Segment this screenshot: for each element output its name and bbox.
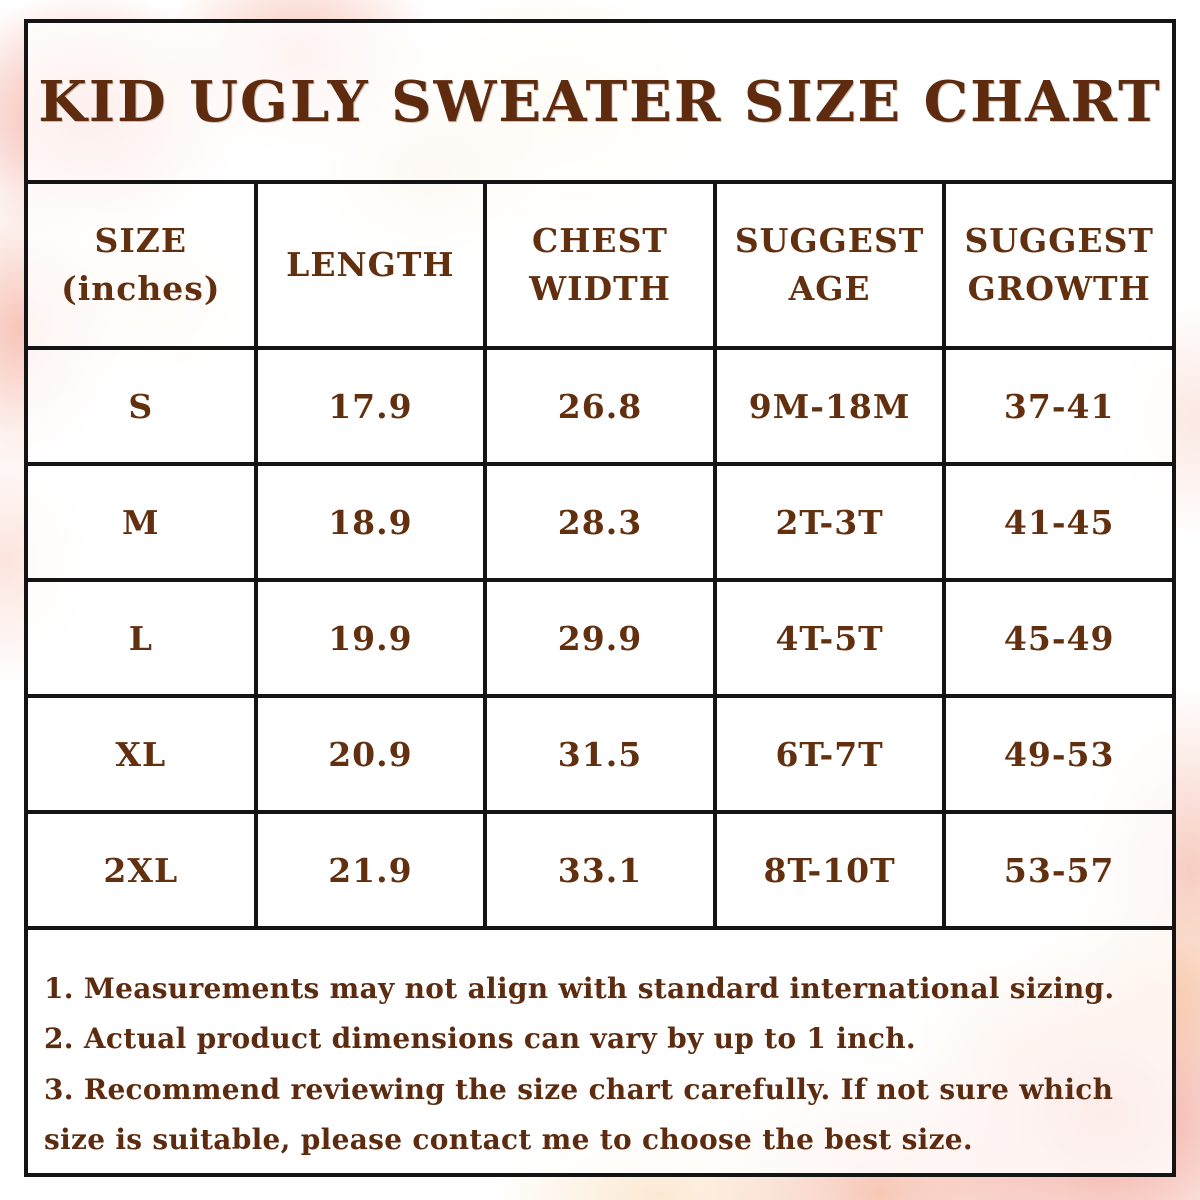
row-m-suggest-growth: 41-45 xyxy=(944,464,1174,580)
column-header-length: LENGTH xyxy=(255,182,486,348)
row-xl-suggest-age: 6T-7T xyxy=(714,696,945,812)
chart-title: KID UGLY SWEATER SIZE CHART xyxy=(38,68,1162,135)
row-2xl-chest-width: 33.1 xyxy=(485,812,715,928)
row-2xl-suggest-age: 8T-10T xyxy=(714,812,945,928)
row-m-chest-width: 28.3 xyxy=(485,464,715,580)
row-l-size-label: L xyxy=(26,580,256,696)
row-m-length: 18.9 xyxy=(255,464,486,580)
row-m-suggest-age: 2T-3T xyxy=(714,464,945,580)
row-s-size-label: S xyxy=(26,348,256,464)
row-xl-suggest-growth: 49-53 xyxy=(944,696,1174,812)
row-l-chest-width: 29.9 xyxy=(485,580,715,696)
row-l-length: 19.9 xyxy=(255,580,486,696)
row-2xl-size-label: 2XL xyxy=(26,812,256,928)
row-s-suggest-age: 9M-18M xyxy=(714,348,945,464)
column-header-suggest-growth: SUGGEST GROWTH xyxy=(944,182,1174,348)
note-2: 2. Actual product dimensions can vary by… xyxy=(44,1022,916,1056)
row-s-suggest-growth: 37-41 xyxy=(944,348,1174,464)
note-1: 1. Measurements may not align with stand… xyxy=(44,972,1115,1005)
size-table: SIZE (inches) LENGTH CHEST WIDTH SUGGEST… xyxy=(26,182,1174,928)
row-2xl-length: 21.9 xyxy=(255,812,486,928)
notes-box: 1. Measurements may not align with stand… xyxy=(26,928,1174,1175)
note-3: 3. Recommend reviewing the size chart ca… xyxy=(44,1072,1114,1157)
row-l-suggest-growth: 45-49 xyxy=(944,580,1174,696)
row-xl-size-label: XL xyxy=(26,696,256,812)
column-header-suggest-age: SUGGEST AGE xyxy=(714,182,945,348)
row-m-size-label: M xyxy=(26,464,256,580)
size-chart-frame: KID UGLY SWEATER SIZE CHART SIZE (inches… xyxy=(24,19,1176,1177)
title-box: KID UGLY SWEATER SIZE CHART xyxy=(26,21,1174,182)
row-l-suggest-age: 4T-5T xyxy=(714,580,945,696)
row-xl-length: 20.9 xyxy=(255,696,486,812)
row-2xl-suggest-growth: 53-57 xyxy=(944,812,1174,928)
row-s-length: 17.9 xyxy=(255,348,486,464)
row-s-chest-width: 26.8 xyxy=(485,348,715,464)
column-header-size: SIZE (inches) xyxy=(26,182,256,348)
row-xl-chest-width: 31.5 xyxy=(485,696,715,812)
column-header-chest-width: CHEST WIDTH xyxy=(485,182,715,348)
